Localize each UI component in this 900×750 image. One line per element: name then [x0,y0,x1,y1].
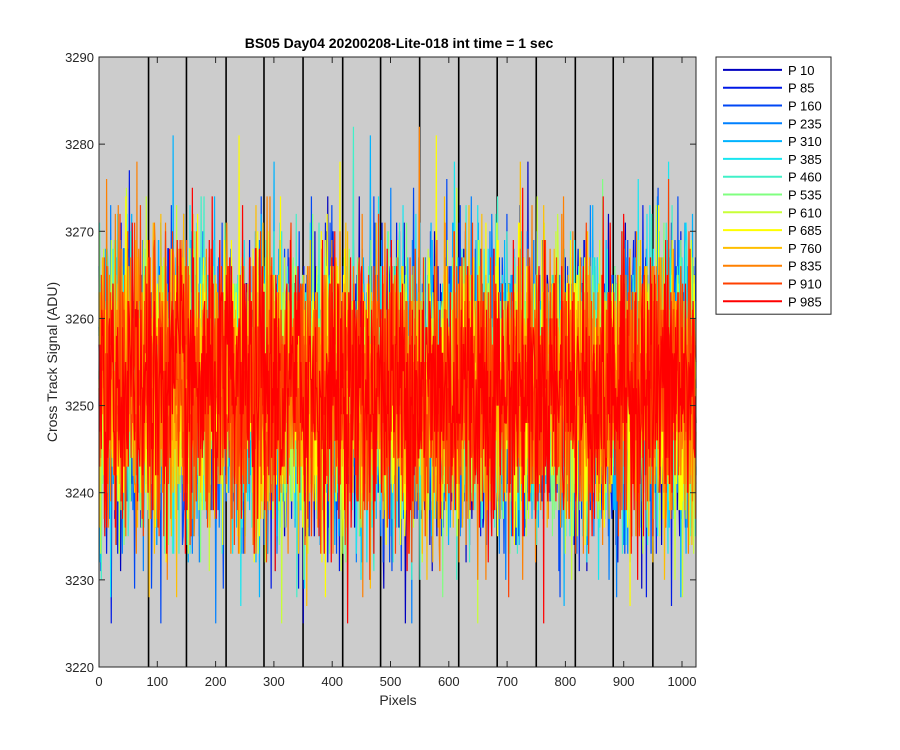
x-tick-label: 100 [146,674,168,689]
series-lines [98,126,697,624]
y-axis-label: Cross Track Signal (ADU) [44,282,60,442]
series-line [98,187,697,624]
y-axis: 3220 3230 3240 3250 3260 3270 3280 3290 [65,50,696,675]
x-tick-label: 300 [263,674,285,689]
x-axis-label: Pixels [379,692,416,708]
x-tick-label: 900 [613,674,635,689]
x-tick-label: 400 [321,674,343,689]
legend-box [715,56,832,315]
y-tick-label: 3280 [65,137,94,152]
x-axis: 0 100 200 300 400 500 600 700 800 900 1000 [95,57,696,689]
legend-label: P 985 [788,294,822,309]
legend-label: P 460 [788,170,822,185]
legend-label: P 835 [788,259,822,274]
legend-label: P 235 [788,116,822,131]
legend-label: P 610 [788,205,822,220]
y-tick-label: 3240 [65,486,94,501]
y-tick-label: 3270 [65,224,94,239]
legend-label: P 760 [788,241,822,256]
y-tick-label: 3230 [65,573,94,588]
x-tick-label: 800 [555,674,577,689]
y-tick-label: 3220 [65,660,94,675]
chart-title: BS05 Day04 20200208-Lite-018 int time = … [245,35,554,51]
plot-frame [98,56,697,668]
x-tick-label: 600 [438,674,460,689]
legend-label: P 85 [788,81,815,96]
legend-label: P 310 [788,134,822,149]
y-tick-label: 3250 [65,399,94,414]
legend[interactable]: P 10 P 85 P 160 P 235 P 310 P 385 P 460 P 535 P … [715,56,832,315]
x-tick-label: 0 [95,674,102,689]
legend-label: P 385 [788,152,822,167]
legend-label: P 685 [788,223,822,238]
legend-label: P 535 [788,188,822,203]
x-tick-label: 500 [380,674,402,689]
x-tick-label: 1000 [668,674,697,689]
legend-label: P 160 [788,99,822,114]
x-tick-label: 700 [496,674,518,689]
legend-label: P 910 [788,277,822,292]
y-tick-label: 3260 [65,311,94,326]
x-tick-label: 200 [205,674,227,689]
y-tick-label: 3290 [65,50,94,65]
legend-label: P 10 [788,63,815,78]
